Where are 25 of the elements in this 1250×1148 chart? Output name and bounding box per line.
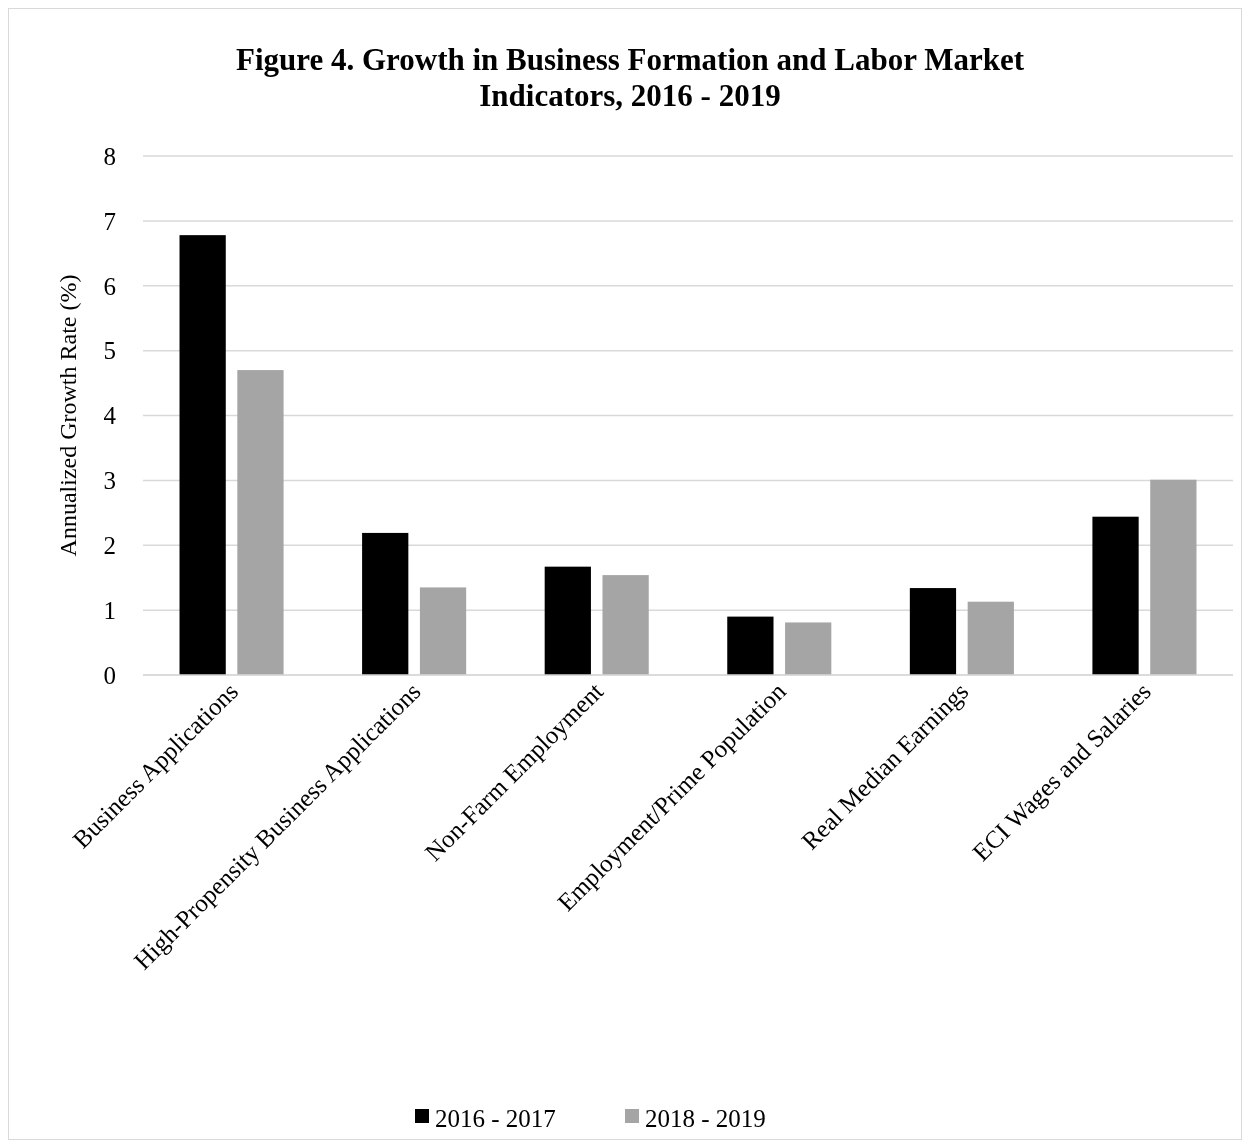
- bar: [785, 622, 832, 675]
- y-tick-label: 0: [103, 661, 116, 689]
- y-tick-label: 4: [103, 402, 117, 430]
- bar: [967, 601, 1014, 675]
- y-tick-label: 5: [103, 337, 116, 365]
- y-tick-label: 2: [103, 532, 116, 559]
- bar: [727, 616, 774, 675]
- y-tick-label: 1: [103, 596, 116, 624]
- bar: [909, 588, 957, 675]
- legend-label: 2018 - 2019: [645, 1104, 766, 1132]
- bar: [237, 370, 284, 675]
- bar: [179, 235, 226, 675]
- y-tick-label: 6: [103, 272, 116, 300]
- bar: [1092, 516, 1139, 675]
- y-axis-title: Annualized Growth Rate (%): [55, 274, 81, 557]
- legend-label: 2016 - 2017: [435, 1104, 556, 1132]
- bar: [362, 532, 409, 675]
- bar: [1150, 479, 1197, 675]
- y-tick-label: 8: [103, 142, 116, 170]
- bar: [419, 587, 467, 675]
- bar: [544, 566, 591, 675]
- chart-title: Figure 4. Growth in Business Formation and Labor Market Indicators, 2016 - 2019: [236, 42, 1025, 113]
- y-tick-label: 7: [103, 207, 116, 235]
- y-tick-label: 3: [103, 467, 116, 495]
- bar: [602, 575, 649, 675]
